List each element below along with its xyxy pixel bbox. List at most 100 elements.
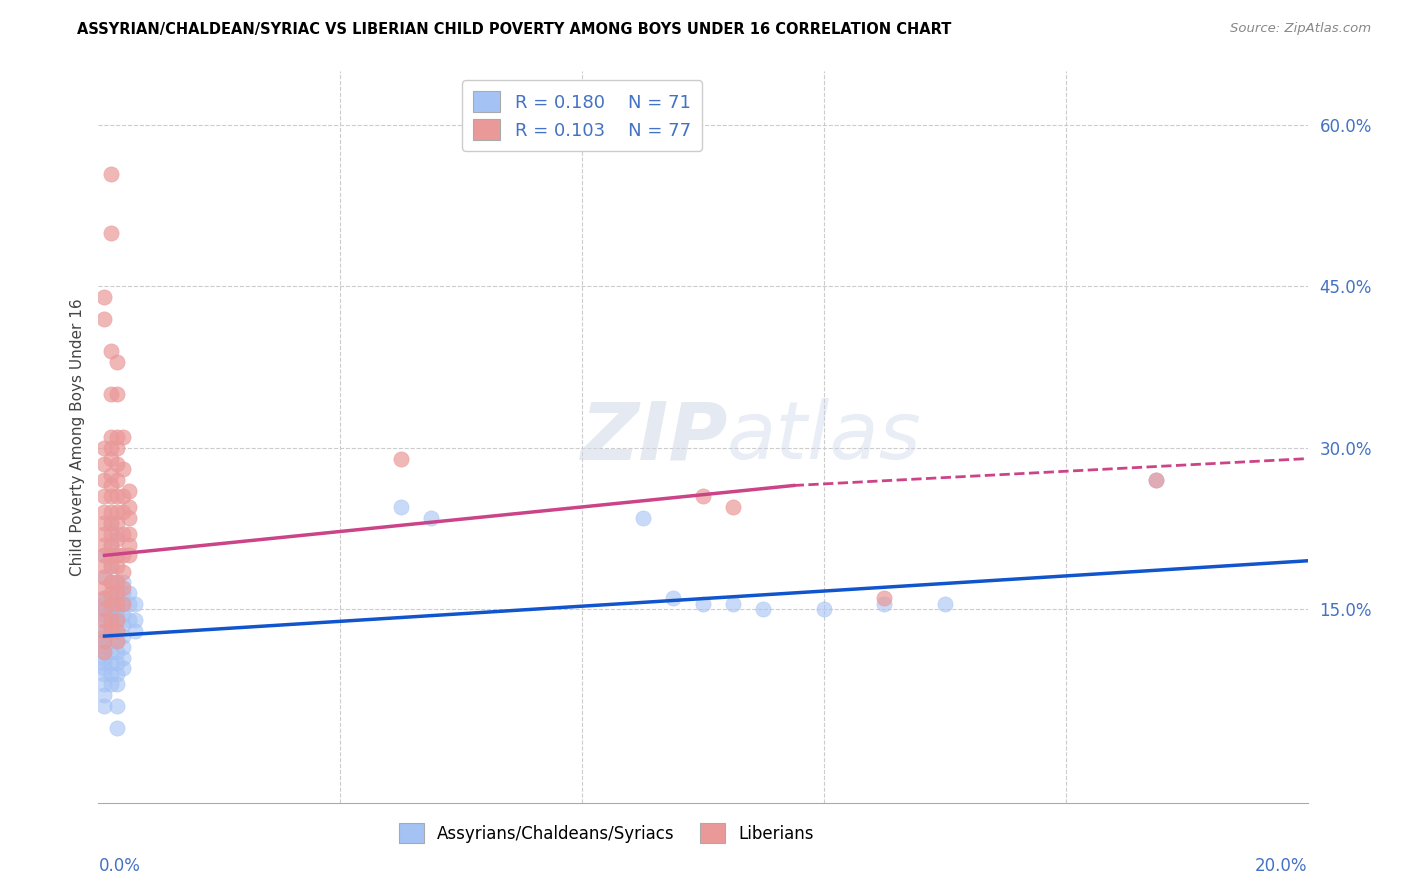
Point: [111, 597, 134, 611]
Point: [100, 226, 122, 240]
Point: [100, 645, 122, 659]
Point: [100, 478, 122, 492]
Point: [118, 500, 141, 514]
Point: [100, 624, 122, 638]
Point: [93, 591, 115, 606]
Point: [1144, 473, 1167, 487]
Point: [389, 500, 412, 514]
Point: [105, 597, 128, 611]
Point: [93, 570, 115, 584]
Point: [93, 591, 115, 606]
Point: [100, 597, 122, 611]
Point: [111, 581, 134, 595]
Point: [934, 597, 956, 611]
Point: [93, 613, 115, 627]
Point: [111, 505, 134, 519]
Point: [100, 538, 122, 552]
Point: [118, 510, 141, 524]
Point: [100, 656, 122, 670]
Point: [93, 624, 115, 638]
Point: [105, 597, 128, 611]
Point: [93, 489, 115, 503]
Point: [100, 387, 122, 401]
Point: [100, 489, 122, 503]
Point: [100, 634, 122, 648]
Point: [723, 500, 745, 514]
Point: [692, 597, 714, 611]
Point: [100, 624, 122, 638]
Point: [93, 505, 115, 519]
Point: [100, 516, 122, 530]
Point: [111, 629, 134, 643]
Point: [105, 533, 128, 547]
Point: [100, 666, 122, 681]
Point: [93, 549, 115, 563]
Point: [111, 650, 134, 665]
Point: [105, 645, 128, 659]
Point: [105, 634, 128, 648]
Point: [105, 473, 128, 487]
Point: [105, 624, 128, 638]
Point: [105, 613, 128, 627]
Point: [661, 591, 683, 606]
Point: [111, 462, 134, 476]
Point: [100, 467, 122, 482]
Point: [105, 666, 128, 681]
Point: [93, 311, 115, 326]
Point: [100, 430, 122, 444]
Point: [93, 640, 115, 654]
Point: [105, 602, 128, 616]
Point: [111, 618, 134, 632]
Point: [111, 640, 134, 654]
Point: [105, 656, 128, 670]
Point: [105, 624, 128, 638]
Point: [93, 666, 115, 681]
Point: [105, 721, 128, 735]
Point: [100, 591, 122, 606]
Point: [723, 597, 745, 611]
Point: [93, 688, 115, 702]
Point: [105, 607, 128, 622]
Point: [105, 430, 128, 444]
Point: [105, 505, 128, 519]
Point: [118, 597, 141, 611]
Point: [93, 650, 115, 665]
Point: [105, 457, 128, 471]
Point: [100, 538, 122, 552]
Point: [93, 634, 115, 648]
Point: [111, 586, 134, 600]
Point: [93, 538, 115, 552]
Point: [93, 656, 115, 670]
Point: [93, 661, 115, 675]
Point: [111, 527, 134, 541]
Point: [100, 549, 122, 563]
Point: [105, 387, 128, 401]
Point: [105, 489, 128, 503]
Point: [118, 586, 141, 600]
Point: [105, 549, 128, 563]
Point: [93, 613, 115, 627]
Point: [93, 602, 115, 616]
Point: [105, 575, 128, 590]
Point: [118, 483, 141, 498]
Point: [93, 516, 115, 530]
Point: [100, 677, 122, 691]
Point: [100, 602, 122, 616]
Point: [100, 505, 122, 519]
Point: [93, 645, 115, 659]
Point: [93, 581, 115, 595]
Point: [111, 430, 134, 444]
Point: [100, 586, 122, 600]
Point: [93, 698, 115, 713]
Point: [93, 597, 115, 611]
Point: [93, 290, 115, 304]
Point: [124, 624, 146, 638]
Point: [93, 549, 115, 563]
Point: [93, 570, 115, 584]
Point: [111, 575, 134, 590]
Point: [420, 510, 443, 524]
Point: [93, 441, 115, 455]
Point: [118, 549, 141, 563]
Point: [692, 489, 714, 503]
Point: [93, 634, 115, 648]
